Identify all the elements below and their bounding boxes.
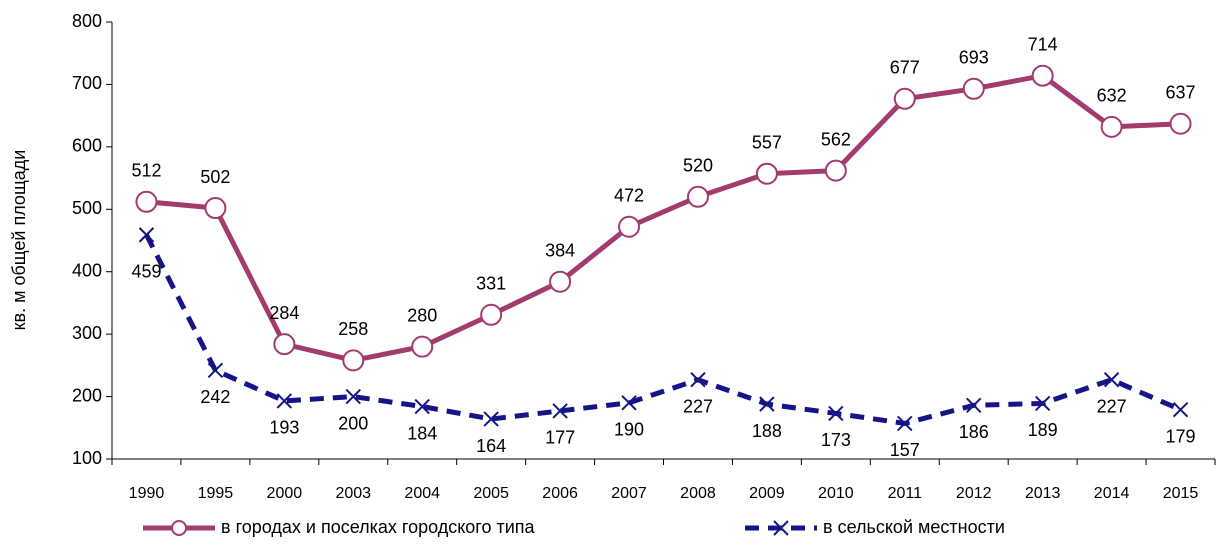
point — [345, 388, 361, 405]
point — [1169, 112, 1192, 135]
legend-label: в сельской местности — [823, 517, 1005, 537]
point — [1031, 64, 1054, 87]
data-label: 632 — [1097, 86, 1127, 106]
point — [411, 335, 434, 358]
x-tick-label: 2012 — [956, 485, 992, 502]
point — [828, 405, 844, 422]
point — [480, 303, 503, 326]
data-label: 227 — [683, 396, 713, 416]
x-tick-label: 2010 — [818, 485, 854, 502]
point — [1100, 115, 1123, 138]
point — [893, 87, 916, 110]
x-tick-label: 2011 — [888, 485, 923, 502]
point — [1034, 395, 1051, 412]
y-tick-label: 200 — [72, 385, 102, 405]
data-label: 637 — [1166, 83, 1196, 103]
y-tick-label: 700 — [72, 73, 102, 93]
data-label: 190 — [614, 420, 644, 440]
y-tick-label: 600 — [72, 136, 102, 156]
data-label: 472 — [614, 186, 644, 206]
legend-label: в городах и поселках городского типа — [221, 517, 536, 537]
y-tick-label: 400 — [72, 260, 102, 280]
data-label: 693 — [959, 48, 989, 68]
point — [759, 396, 775, 412]
x-tick-label: 2009 — [749, 485, 785, 502]
x-tick-label: 2014 — [1094, 485, 1130, 502]
point — [966, 397, 982, 414]
x-tick-label: 2015 — [1163, 485, 1199, 502]
point — [483, 411, 499, 427]
data-label: 242 — [200, 387, 230, 407]
data-label: 177 — [545, 428, 575, 448]
data-label: 284 — [269, 303, 299, 323]
point — [690, 372, 706, 388]
series-line — [144, 233, 1182, 426]
point — [962, 77, 985, 100]
point — [621, 395, 637, 411]
y-tick-label: 100 — [72, 448, 102, 468]
data-label: 557 — [752, 132, 782, 152]
x-tick-label: 1990 — [129, 485, 165, 502]
series-line — [146, 73, 1181, 363]
point — [138, 227, 155, 243]
data-label: 502 — [200, 167, 230, 187]
x-tick-label: 2008 — [680, 485, 716, 502]
x-tick-label: 2006 — [542, 485, 578, 502]
point — [686, 185, 709, 208]
point — [276, 393, 293, 409]
data-label: 459 — [131, 262, 161, 282]
data-label: 200 — [338, 413, 368, 433]
data-label: 186 — [959, 422, 989, 442]
x-tick-label: 2013 — [1025, 485, 1061, 502]
legend-marker — [773, 520, 789, 536]
point — [1172, 401, 1189, 418]
x-tick-label: 1995 — [198, 485, 234, 502]
point — [897, 415, 913, 432]
y-tick-label: 800 — [72, 11, 102, 31]
y-tick-label: 500 — [72, 198, 102, 218]
data-label: 173 — [821, 430, 851, 450]
data-label: 189 — [1028, 420, 1058, 440]
data-label: 520 — [683, 156, 713, 176]
data-label: 258 — [338, 319, 368, 339]
y-tick-label: 300 — [72, 323, 102, 343]
point — [342, 349, 365, 372]
data-label: 179 — [1166, 426, 1196, 446]
data-label: 184 — [407, 423, 437, 443]
legend-marker — [171, 520, 187, 536]
point — [135, 190, 158, 213]
point — [755, 162, 778, 185]
x-tick-label: 2005 — [473, 485, 509, 502]
data-label: 512 — [131, 161, 161, 181]
data-label: 157 — [890, 440, 920, 460]
point — [552, 403, 568, 419]
data-label: 280 — [407, 305, 437, 325]
data-label: 227 — [1097, 396, 1127, 416]
data-label: 331 — [476, 274, 506, 294]
point — [618, 215, 641, 238]
point — [273, 333, 296, 356]
x-tick-label: 2004 — [404, 485, 440, 502]
x-tick-label: 2000 — [267, 485, 303, 502]
point — [207, 362, 224, 379]
point — [549, 270, 572, 293]
data-label: 677 — [890, 58, 920, 78]
x-tick-label: 2007 — [611, 485, 647, 502]
data-label: 384 — [545, 240, 575, 260]
data-label: 164 — [476, 436, 506, 456]
point — [414, 398, 430, 415]
x-tick-label: 2003 — [335, 485, 371, 502]
data-label: 188 — [752, 421, 782, 441]
data-label: 562 — [821, 129, 851, 149]
point — [204, 197, 227, 220]
point — [824, 159, 847, 182]
point — [1103, 372, 1120, 388]
y-axis-title: кв. м общей площади — [9, 150, 29, 331]
data-label: 193 — [269, 418, 299, 438]
data-label: 714 — [1028, 34, 1058, 54]
